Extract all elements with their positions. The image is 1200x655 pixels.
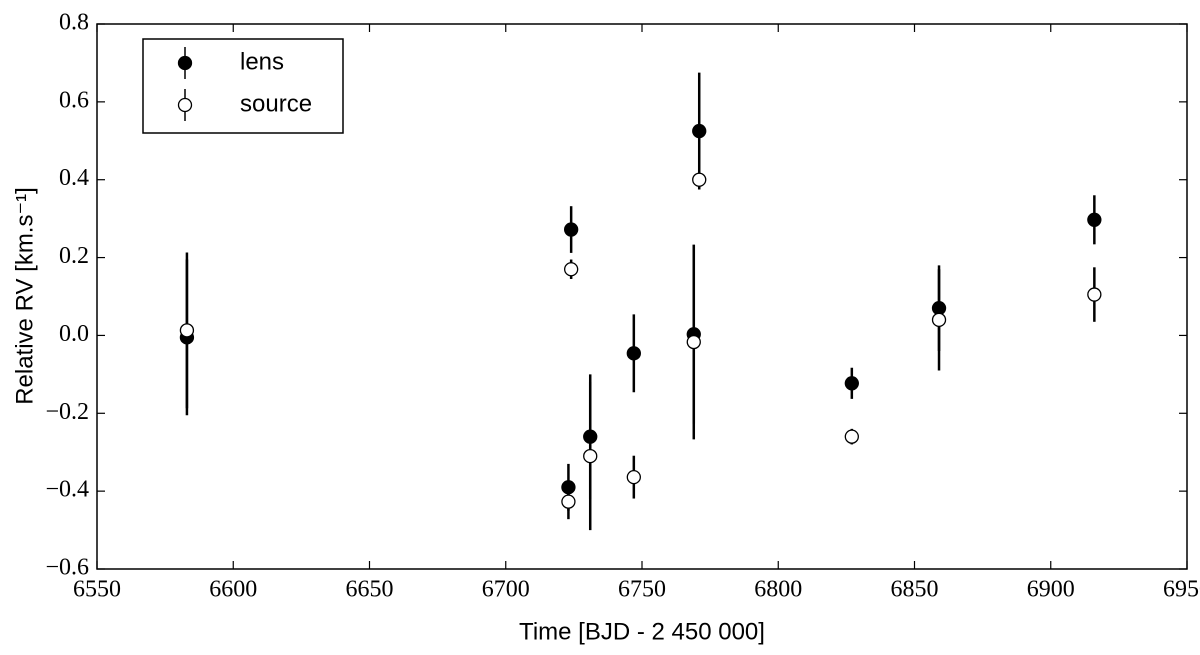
x-axis-label: Time [BJD - 2 450 000]: [519, 618, 765, 645]
x-tick-label: 6800: [754, 577, 802, 603]
legend-marker: [177, 55, 193, 71]
point: [1087, 212, 1102, 227]
point: [561, 480, 576, 495]
x-tick-label: 6650: [346, 577, 394, 603]
y-tick-label: 0.4: [59, 165, 89, 191]
y-axis-label: Relative RV [km.s⁻¹]: [11, 187, 38, 405]
point: [564, 262, 579, 277]
point: [564, 222, 579, 237]
x-tick-label: 6950: [1163, 577, 1200, 603]
point: [179, 323, 195, 338]
x-tick-label: 6900: [1027, 577, 1075, 603]
y-tick-label: 0.0: [59, 321, 89, 347]
point: [686, 334, 701, 350]
point: [1087, 287, 1102, 302]
point: [583, 448, 598, 464]
x-tick-label: 6550: [73, 577, 121, 603]
point: [692, 123, 707, 139]
y-tick-label: −0.6: [45, 555, 89, 581]
x-tick-label: 6700: [482, 577, 530, 603]
point: [692, 172, 707, 187]
y-tick-label: 0.6: [59, 87, 89, 113]
x-tick-label: 6750: [618, 577, 666, 603]
point: [931, 312, 947, 328]
x-tick-label: 6850: [891, 577, 939, 603]
point: [844, 429, 859, 444]
point: [844, 376, 859, 391]
y-tick-label: 0.2: [59, 243, 89, 269]
y-tick-label: −0.4: [45, 477, 89, 503]
y-tick-label: −0.2: [45, 399, 89, 425]
legend-box: [142, 38, 344, 134]
point: [561, 494, 576, 509]
legend-label: lens: [240, 48, 284, 75]
legend-label: source: [240, 90, 312, 117]
x-tick-label: 6600: [209, 577, 257, 603]
y-tick-label: 0.8: [59, 10, 89, 36]
point: [626, 346, 641, 361]
point: [626, 469, 641, 485]
point: [583, 429, 598, 444]
legend-marker: [177, 97, 193, 113]
